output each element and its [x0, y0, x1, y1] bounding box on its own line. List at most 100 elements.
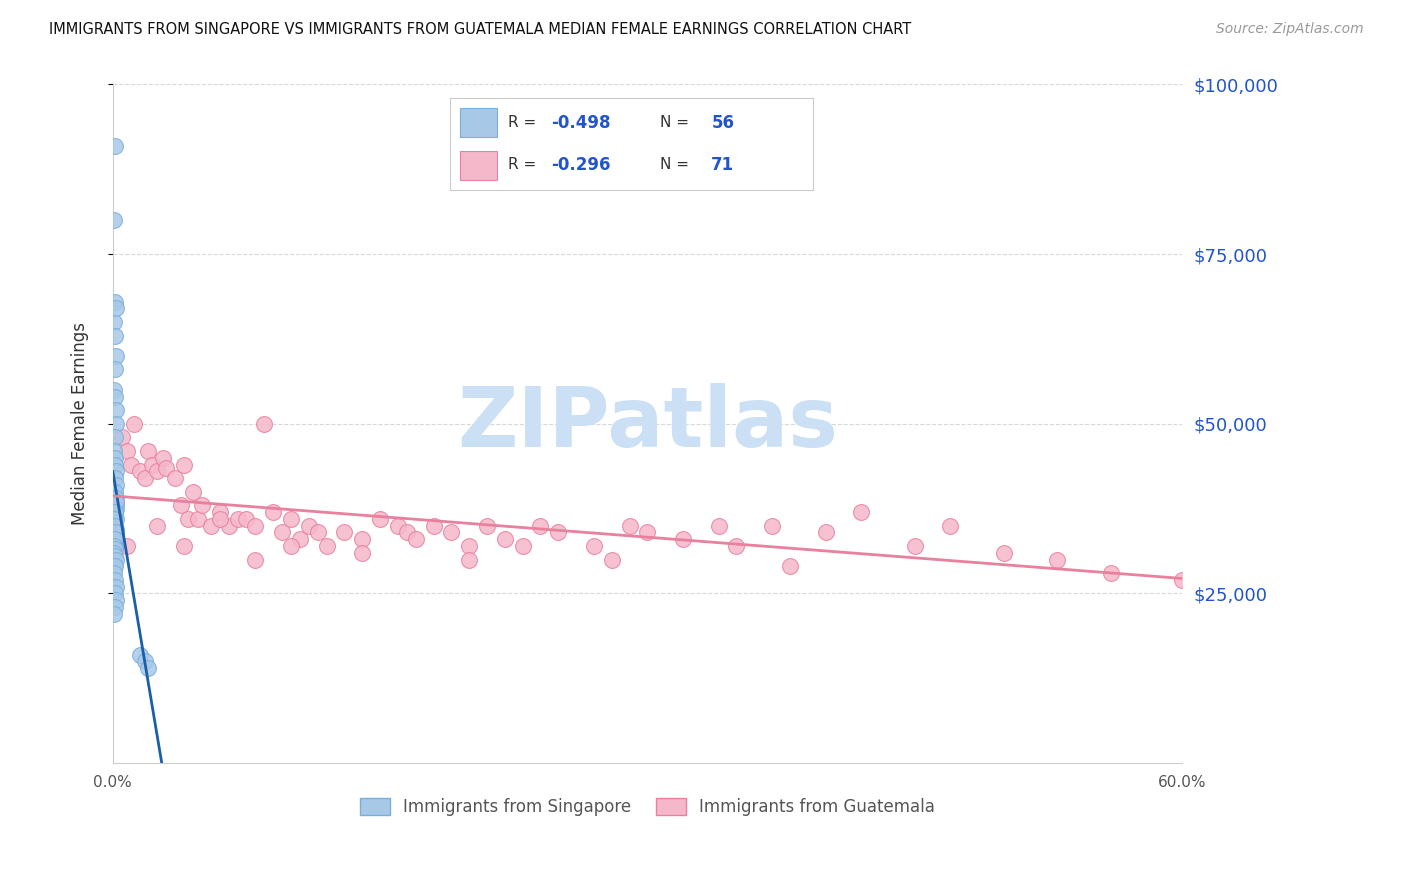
Point	[395, 525, 418, 540]
Point	[529, 518, 551, 533]
Point	[104, 518, 127, 533]
Point	[1099, 566, 1122, 580]
Point	[173, 539, 195, 553]
Point	[245, 518, 267, 533]
Point	[672, 532, 695, 546]
Point	[103, 535, 125, 549]
Point	[104, 505, 127, 519]
Point	[103, 383, 125, 397]
Point	[547, 525, 569, 540]
Point	[939, 518, 962, 533]
Point	[104, 294, 127, 309]
Point	[245, 552, 267, 566]
Point	[104, 501, 127, 516]
Point	[104, 491, 127, 506]
Point	[298, 518, 321, 533]
Point	[105, 529, 128, 543]
Point	[146, 518, 169, 533]
Point	[120, 458, 142, 472]
Point	[352, 532, 374, 546]
Point	[128, 648, 150, 662]
Point	[104, 403, 127, 417]
Point	[849, 505, 872, 519]
Text: Source: ZipAtlas.com: Source: ZipAtlas.com	[1216, 22, 1364, 37]
Point	[814, 525, 837, 540]
Point	[208, 505, 231, 519]
Point	[218, 518, 240, 533]
Point	[105, 301, 128, 316]
Point	[582, 539, 605, 553]
Point	[104, 430, 127, 444]
Point	[105, 593, 128, 607]
Point	[104, 522, 127, 536]
Point	[104, 458, 127, 472]
Point	[387, 518, 409, 533]
Point	[104, 518, 127, 533]
Point	[103, 566, 125, 580]
Point	[104, 478, 127, 492]
Point	[993, 546, 1015, 560]
Point	[104, 542, 127, 557]
Point	[103, 512, 125, 526]
Point	[494, 532, 516, 546]
Point	[707, 518, 730, 533]
Point	[176, 512, 198, 526]
Point	[128, 464, 150, 478]
Point	[105, 464, 128, 478]
Point	[115, 444, 138, 458]
Point	[104, 532, 127, 546]
Point	[104, 508, 127, 523]
Point	[725, 539, 748, 553]
Point	[134, 654, 156, 668]
Point	[155, 461, 177, 475]
Point	[104, 549, 127, 563]
Point	[636, 525, 658, 540]
Point	[200, 518, 222, 533]
Point	[422, 518, 444, 533]
Point	[779, 559, 801, 574]
Point	[141, 458, 163, 472]
Point	[475, 518, 498, 533]
Point	[103, 607, 125, 621]
Point	[368, 512, 391, 526]
Point	[600, 552, 623, 566]
Point	[104, 552, 127, 566]
Point	[104, 362, 127, 376]
Point	[103, 539, 125, 553]
Point	[104, 349, 127, 363]
Text: ZIPatlas: ZIPatlas	[457, 384, 838, 464]
Point	[104, 450, 127, 465]
Point	[103, 491, 125, 506]
Y-axis label: Median Female Earnings: Median Female Earnings	[72, 322, 89, 525]
Point	[271, 525, 294, 540]
Point	[333, 525, 356, 540]
Point	[288, 532, 311, 546]
Point	[235, 512, 257, 526]
Point	[181, 484, 204, 499]
Point	[115, 539, 138, 553]
Point	[208, 512, 231, 526]
Point	[104, 328, 127, 343]
Point	[105, 495, 128, 509]
Point	[280, 512, 302, 526]
Point	[105, 498, 128, 512]
Point	[1046, 552, 1069, 566]
Point	[761, 518, 783, 533]
Point	[280, 539, 302, 553]
Point	[146, 464, 169, 478]
Point	[104, 600, 127, 615]
Point	[226, 512, 249, 526]
Point	[104, 539, 127, 553]
Point	[104, 573, 127, 587]
Text: IMMIGRANTS FROM SINGAPORE VS IMMIGRANTS FROM GUATEMALA MEDIAN FEMALE EARNINGS CO: IMMIGRANTS FROM SINGAPORE VS IMMIGRANTS …	[49, 22, 911, 37]
Point	[104, 586, 127, 600]
Point	[262, 505, 284, 519]
Point	[405, 532, 427, 546]
Point	[458, 539, 481, 553]
Point	[105, 512, 128, 526]
Point	[512, 539, 534, 553]
Point	[253, 417, 276, 431]
Point	[104, 138, 127, 153]
Point	[104, 559, 127, 574]
Point	[111, 430, 134, 444]
